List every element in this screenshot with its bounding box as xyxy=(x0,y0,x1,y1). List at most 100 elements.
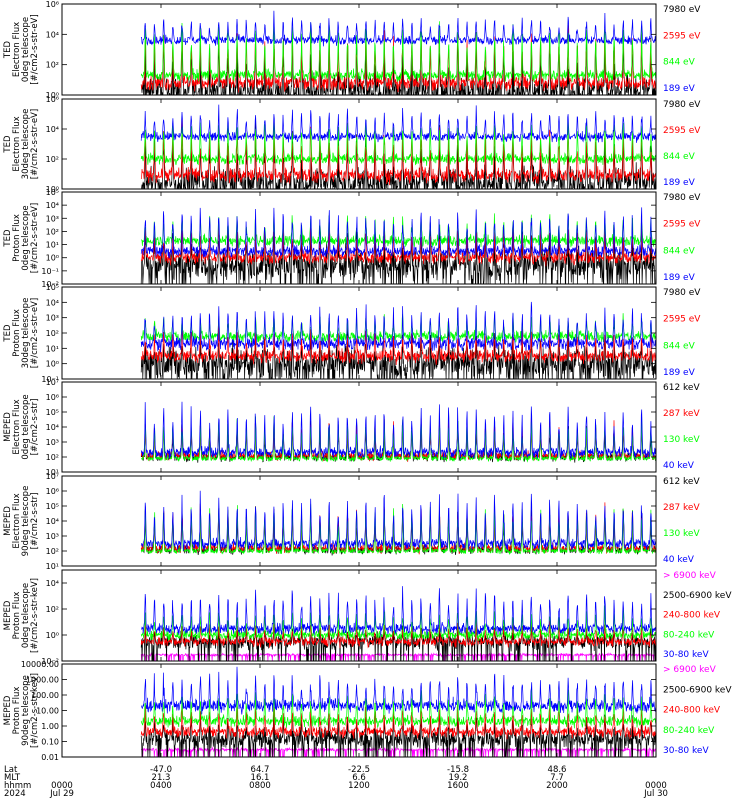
flux-panel-1: 10⁰ 10² 10⁴ 10⁶ TED Electron Flux 0deg telesco… xyxy=(3,0,701,100)
y-axis-label-line: Electron Flux xyxy=(12,399,22,454)
y-tick-label: 10⁰ xyxy=(46,254,59,263)
y-axis-label-line: 0deg telescope xyxy=(21,583,31,648)
series-line-3 xyxy=(140,21,657,83)
series-line-2 xyxy=(140,117,657,186)
y-axis-label-line: [#/cm2-s-str-keV] xyxy=(30,673,40,748)
y-tick-label: 10⁻² xyxy=(41,657,59,666)
y-axis-label-line: MEPED xyxy=(3,695,13,725)
series-line-4 xyxy=(140,10,657,47)
y-tick-label: 10⁻¹ xyxy=(41,267,59,276)
series-line-5 xyxy=(141,666,657,715)
y-axis-label-line: 0deg telescope xyxy=(21,17,31,82)
y-tick-label: 10⁴ xyxy=(46,423,59,432)
x-row-label: hhmm xyxy=(4,781,31,791)
y-axis-label-line: TED xyxy=(3,229,13,248)
y-tick-label: 0.10 xyxy=(41,738,59,747)
y-tick-label: 10² xyxy=(46,547,59,556)
legend-entry: 7980 eV xyxy=(663,193,701,203)
y-axis-label-line: [#/cm2-s-str-keV] xyxy=(30,578,40,653)
y-tick-label: 10⁷ xyxy=(46,378,59,387)
legend-entry: 240-800 keV xyxy=(663,611,721,621)
y-tick-label: 10⁴ xyxy=(46,125,59,134)
flux-panel-8: 0.01 0.10 1.00 10.00 100.00 1000.00 10000.00 ME… xyxy=(3,660,732,762)
flux-panel-5: 10¹ 10² 10³ 10⁴ 10⁵ 10⁶ 10⁷ MEPED Electron Flux 0… xyxy=(3,378,700,477)
y-tick-label: 10000.00 xyxy=(21,660,59,669)
series-line-4 xyxy=(140,401,657,460)
y-axis-label-line: 30deg telescope xyxy=(21,298,31,369)
series-line-1 xyxy=(140,321,657,380)
y-axis-label-line: MEPED xyxy=(3,412,13,442)
y-tick-label: 10¹ xyxy=(46,344,59,353)
y-tick-label: 10⁰ xyxy=(46,631,59,640)
y-tick-label: 10² xyxy=(46,453,59,462)
legend-entry: > 6900 keV xyxy=(663,571,717,581)
series-line-4 xyxy=(140,301,657,353)
y-axis-label-line: TED xyxy=(3,324,13,343)
y-axis-label-line: Electron Flux xyxy=(12,116,22,171)
legend-entry: 240-800 keV xyxy=(663,706,721,716)
y-tick-label: 10⁰ xyxy=(46,185,59,194)
x-tick-label: 21.3 xyxy=(152,773,171,783)
series-line-2 xyxy=(140,711,657,758)
y-axis-label-line: MEPED xyxy=(3,600,13,630)
flux-panel-4: 10⁻¹ 10⁰ 10¹ 10² 10³ 10⁴ 10⁵ TED Proton Flux 30de… xyxy=(3,283,701,384)
legend-entry: 40 keV xyxy=(663,461,695,471)
series-line-4 xyxy=(140,104,657,143)
y-axis-label-line: [#/cm2-s-str-eV] xyxy=(30,14,40,84)
y-tick-label: 10⁴ xyxy=(46,298,59,307)
y-tick-label: 10⁵ xyxy=(46,502,59,511)
y-axis-label-line: [#/cm2-s-str] xyxy=(30,399,40,456)
y-tick-label: 10⁴ xyxy=(46,201,59,210)
x-tick-label: 0400 xyxy=(150,781,172,791)
y-axis-label-line: Proton Flux xyxy=(12,309,22,357)
x-tick-label: 6.6 xyxy=(352,773,366,783)
y-tick-label: 10² xyxy=(46,329,59,338)
y-tick-label: 10⁴ xyxy=(46,517,59,526)
legend-entry: 2595 eV xyxy=(663,315,701,325)
y-tick-label: 10⁻² xyxy=(41,280,59,289)
x-tick-label: 0800 xyxy=(249,781,271,791)
legend-entry: 2595 eV xyxy=(663,220,701,230)
series-line-3 xyxy=(140,620,657,649)
flux-panel-2: 10⁰ 10² 10⁴ 10⁶ TED Electron Flux 30deg telesc… xyxy=(3,95,701,194)
x-tick-label: 0000 xyxy=(51,781,73,791)
y-tick-label: 10² xyxy=(46,155,59,164)
series-line-5 xyxy=(140,586,657,636)
x-tick-label: -22.5 xyxy=(348,765,370,775)
x-tick-label: 1200 xyxy=(348,781,370,791)
series-line-3 xyxy=(140,213,657,248)
y-tick-label: 10⁶ xyxy=(46,393,59,402)
y-tick-label: 100.00 xyxy=(31,691,59,700)
legend-entry: 80-240 keV xyxy=(663,630,715,640)
y-tick-label: 10⁶ xyxy=(46,95,59,104)
y-axis-label-line: [#/cm2-s-str] xyxy=(30,493,40,550)
legend-entry: 844 eV xyxy=(663,341,696,351)
y-axis-label-line: [#/cm2-s-str-eV] xyxy=(30,298,40,368)
x-row-label: 2024 xyxy=(4,789,26,799)
y-tick-label: 10² xyxy=(46,61,59,70)
legend-entry: 287 keV xyxy=(663,503,700,513)
y-axis-label-line: TED xyxy=(3,40,13,59)
x-tick-label: -47.0 xyxy=(150,765,172,775)
flux-panel-3: 10⁻² 10⁻¹ 10⁰ 10¹ 10² 10³ 10⁴ 10⁵ TED Proton Flux… xyxy=(3,188,701,289)
legend-entry: > 6900 keV xyxy=(663,665,717,675)
series-line-1 xyxy=(140,118,657,191)
series-line-2 xyxy=(140,222,657,267)
legend-entry: 844 eV xyxy=(663,58,696,68)
y-tick-label: 1.00 xyxy=(41,722,59,731)
y-tick-label: 10³ xyxy=(46,532,59,541)
series-line-3 xyxy=(140,704,657,740)
x-tick-label: 2000 xyxy=(546,781,568,791)
x-tick-label: 19.2 xyxy=(449,773,468,783)
y-tick-label: 10¹ xyxy=(46,468,59,477)
y-axis-label-line: [#/cm2-s-str-eV] xyxy=(30,203,40,273)
y-axis-label-line: [#/cm2-s-str-eV] xyxy=(30,109,40,179)
y-tick-label: 10² xyxy=(46,227,59,236)
y-axis-label-line: Proton Flux xyxy=(12,687,22,735)
y-axis-label-line: 30deg telescope xyxy=(21,109,31,180)
y-tick-label: 10¹ xyxy=(46,241,59,250)
legend-entry: 80-240 keV xyxy=(663,726,715,736)
x-row-label: MLT xyxy=(4,773,21,783)
y-tick-label: 10³ xyxy=(46,214,59,223)
